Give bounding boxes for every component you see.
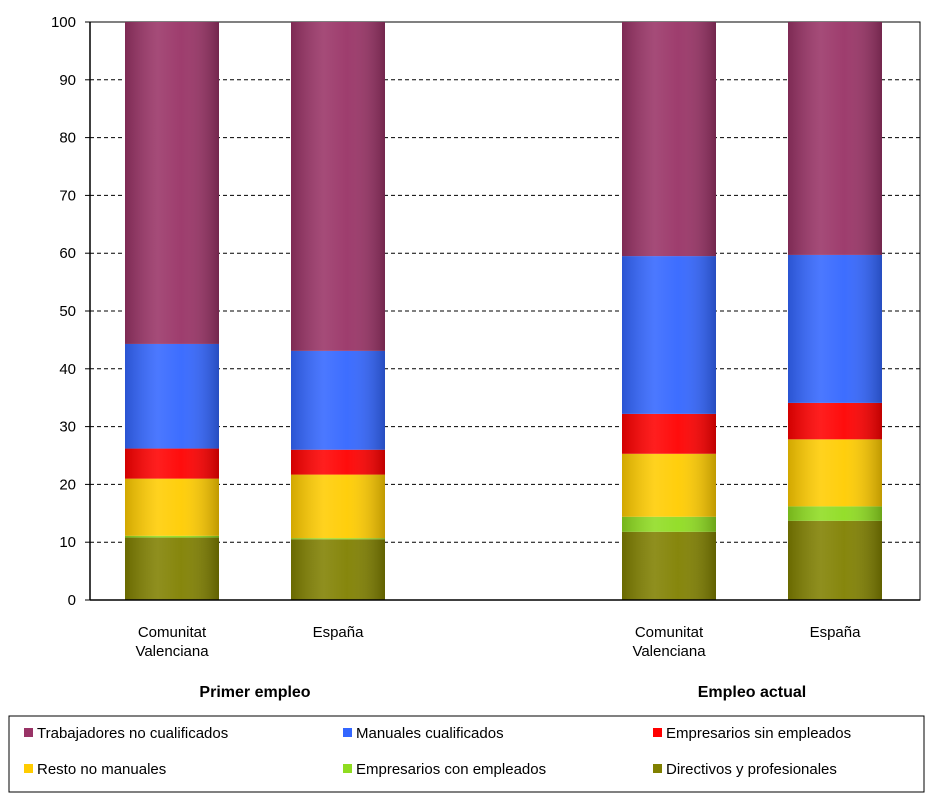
category-label: Valenciana (632, 643, 706, 660)
bar-segment-shade (125, 535, 219, 538)
bar-segment-shade (291, 539, 385, 600)
legend-label: Empresarios con empleados (356, 761, 546, 778)
category-label: España (313, 624, 365, 641)
y-tick-label: 40 (59, 361, 76, 378)
bar-segment-shade (291, 22, 385, 351)
legend-swatch (343, 764, 352, 773)
bar-segment-shade (788, 506, 882, 521)
bar-segment-shade (622, 22, 716, 257)
legend-swatch (343, 728, 352, 737)
bar-segment-shade (291, 538, 385, 540)
legend-label: Trabajadores no cualificados (37, 725, 228, 742)
group-label: Empleo actual (698, 684, 806, 701)
y-tick-label: 60 (59, 245, 76, 262)
category-label: Comunitat (138, 624, 207, 641)
legend-swatch (24, 728, 33, 737)
y-tick-label: 0 (68, 592, 76, 609)
y-tick-label: 100 (51, 14, 76, 31)
bar-segment-shade (291, 474, 385, 539)
bars (125, 22, 882, 600)
y-tick-label: 80 (59, 130, 76, 147)
group-label: Primer empleo (199, 684, 310, 701)
bar-segment-shade (125, 448, 219, 479)
legend-label: Empresarios sin empleados (666, 725, 851, 742)
bar-segment-shade (291, 449, 385, 475)
y-tick-label: 90 (59, 72, 76, 89)
category-label: Valenciana (135, 643, 209, 660)
legend-swatch (24, 764, 33, 773)
legend-swatch (653, 764, 662, 773)
bar-segment-shade (125, 478, 219, 536)
legend-label: Resto no manuales (37, 761, 166, 778)
bar-segment-shade (788, 22, 882, 255)
bar-segment-shade (788, 520, 882, 600)
bar-segment-shade (622, 516, 716, 532)
labels: Comunitat Valenciana España Comunitat Valenc… (135, 624, 861, 701)
bar-segment-shade (788, 402, 882, 440)
bar-segment-shade (622, 256, 716, 414)
y-tick-label: 70 (59, 187, 76, 204)
bar-segment-shade (788, 254, 882, 403)
bar-segment-shade (622, 531, 716, 600)
bar-segment-shade (125, 343, 219, 449)
axes: 0 10 20 30 40 50 60 70 80 90 100 (51, 14, 920, 609)
legend-swatch (653, 728, 662, 737)
bar-segment-shade (125, 22, 219, 344)
y-tick-label: 20 (59, 476, 76, 493)
legend-label: Directivos y profesionales (666, 761, 837, 778)
legend-box (8, 715, 925, 793)
y-tick-label: 10 (59, 534, 76, 551)
bar-segment-shade (622, 453, 716, 517)
bar-segment-shade (788, 439, 882, 507)
y-tick-label: 30 (59, 419, 76, 436)
bar-segment-shade (125, 537, 219, 600)
category-label: Comunitat (635, 624, 704, 641)
bar-segment-shade (622, 413, 716, 454)
gridlines (90, 79, 920, 543)
legend: Trabajadores no cualificados Manuales cua… (8, 715, 925, 793)
bar-segment-shade (291, 350, 385, 450)
category-label: España (810, 624, 862, 641)
y-tick-label: 50 (59, 303, 76, 320)
legend-label: Manuales cualificados (356, 725, 504, 742)
